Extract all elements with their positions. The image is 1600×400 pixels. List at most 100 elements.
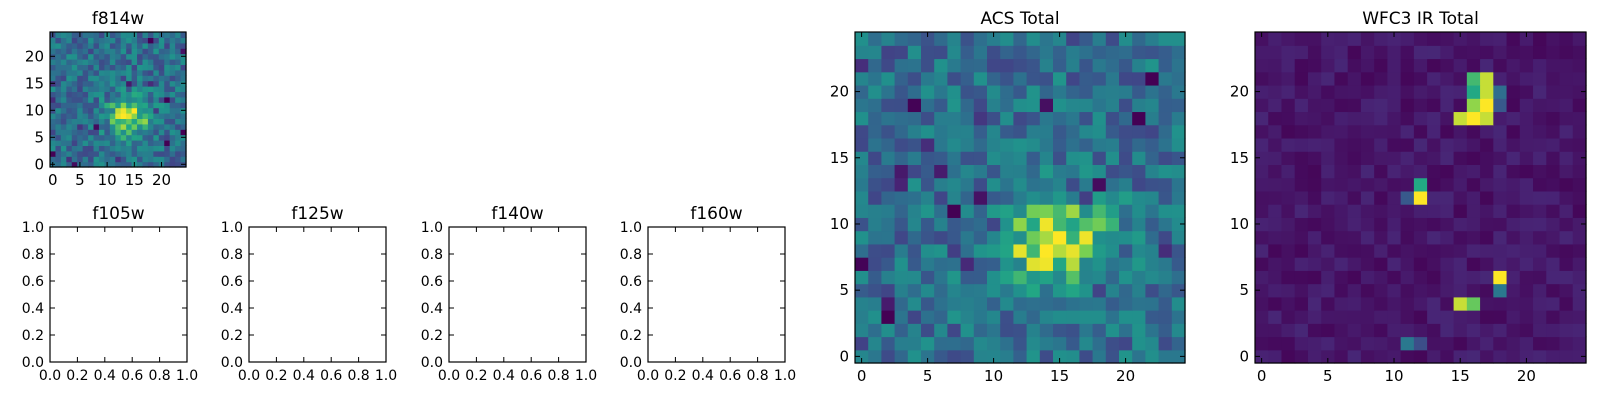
heatmap-cell	[115, 86, 122, 92]
heatmap-cell	[175, 107, 182, 114]
heatmap-cell	[1493, 243, 1508, 258]
heatmap-cell	[1559, 336, 1574, 351]
heatmap-cell	[1039, 283, 1054, 298]
heatmap-cell	[88, 107, 95, 114]
heatmap-cell	[147, 118, 154, 125]
heatmap-cell	[1400, 310, 1415, 324]
heatmap-cell	[1039, 111, 1054, 126]
heatmap-cell	[1533, 323, 1547, 338]
heatmap-cell	[1000, 45, 1014, 60]
heatmap-cell	[137, 156, 144, 163]
heatmap-cell	[894, 177, 909, 192]
heatmap-cell	[153, 140, 160, 146]
heatmap-cell	[147, 91, 154, 98]
heatmap-cell	[142, 123, 149, 130]
heatmap-cell	[1132, 111, 1146, 126]
heatmap-cell	[1480, 124, 1494, 139]
heatmap-cell	[175, 32, 182, 38]
heatmap-cell	[1321, 164, 1336, 179]
heatmap-cell	[1039, 310, 1054, 324]
heatmap-cell	[1413, 151, 1428, 165]
heatmap-cell	[907, 230, 922, 245]
heatmap-cell	[88, 42, 95, 49]
heatmap-cell	[1158, 71, 1173, 86]
heatmap-cell	[88, 96, 95, 103]
heatmap-cell	[158, 91, 165, 98]
heatmap-cell	[93, 102, 100, 109]
heatmap-cell	[1013, 111, 1028, 126]
heatmap-cell	[98, 123, 105, 130]
heatmap-cell	[1294, 323, 1309, 338]
heatmap-cell	[1000, 243, 1014, 258]
heatmap-cell	[180, 64, 187, 71]
heatmap-cell	[1427, 84, 1441, 99]
heatmap-cell	[66, 129, 73, 136]
heatmap-cell	[126, 37, 133, 44]
heatmap-cell	[71, 161, 78, 168]
heatmap-cell	[907, 45, 922, 60]
axes-frame	[1254, 31, 1587, 364]
heatmap-cell	[1506, 137, 1521, 152]
heatmap-cell	[1092, 45, 1107, 60]
heatmap-cell	[109, 80, 116, 87]
heatmap-cell	[1533, 190, 1547, 205]
heatmap-cell	[1105, 58, 1120, 73]
heatmap-cell	[1400, 124, 1415, 139]
heatmap-cell	[175, 75, 182, 82]
heatmap-cell	[1506, 243, 1521, 258]
heatmap-cell	[1413, 71, 1428, 86]
heatmap-cell	[1132, 257, 1146, 271]
heatmap-cell	[1132, 296, 1146, 311]
heatmap-cell	[1105, 283, 1120, 298]
heatmap-cell	[987, 230, 1001, 245]
heatmap-cell	[1413, 164, 1428, 179]
heatmap-cell	[66, 150, 73, 157]
heatmap-cell	[1105, 177, 1120, 192]
heatmap-cell	[169, 145, 176, 152]
heatmap-cell	[1347, 323, 1362, 338]
x-tick-label: 0.4	[94, 368, 116, 384]
heatmap-cell	[175, 134, 182, 141]
heatmap-cell	[1427, 283, 1441, 298]
heatmap-cell	[1321, 204, 1336, 218]
heatmap-cell	[1000, 32, 1014, 46]
axes-frame	[854, 31, 1186, 364]
heatmap-cell	[881, 204, 896, 218]
heatmap-cell	[147, 69, 154, 76]
heatmap-cell	[934, 137, 948, 152]
heatmap-cell	[126, 161, 133, 168]
heatmap-cell	[71, 150, 78, 157]
heatmap-cell	[60, 161, 67, 168]
heatmap-cell	[1572, 336, 1587, 351]
heatmap-cell	[1092, 177, 1107, 192]
heatmap-cell	[1360, 124, 1375, 139]
heatmap-cell	[1092, 124, 1107, 139]
heatmap-cell	[1480, 45, 1494, 60]
heatmap-cell	[1053, 204, 1067, 218]
heatmap-cell	[1294, 230, 1309, 245]
heatmap-cell	[1413, 217, 1428, 232]
y-tick-label: 5	[34, 128, 44, 146]
heatmap-cell	[66, 86, 73, 92]
heatmap-cell	[921, 58, 935, 73]
heatmap-cell	[868, 45, 882, 60]
heatmap-cell	[50, 64, 57, 71]
heatmap-cell	[855, 296, 869, 311]
heatmap-cell	[1572, 71, 1587, 86]
heatmap-cell	[1281, 177, 1296, 192]
heatmap-cell	[1480, 137, 1494, 152]
heatmap-cell	[153, 96, 160, 103]
heatmap-cell	[1268, 124, 1283, 139]
heatmap-cell	[1533, 45, 1547, 60]
heatmap-cell	[60, 48, 67, 55]
heatmap-cell	[921, 270, 935, 285]
heatmap-cell	[120, 42, 127, 49]
heatmap-cell	[153, 69, 160, 76]
heatmap-cell	[1413, 230, 1428, 245]
heatmap-cell	[88, 161, 95, 168]
heatmap-cell	[153, 129, 160, 136]
heatmap-cell	[868, 296, 882, 311]
heatmap-cell	[98, 129, 105, 136]
heatmap-cell	[855, 111, 869, 126]
